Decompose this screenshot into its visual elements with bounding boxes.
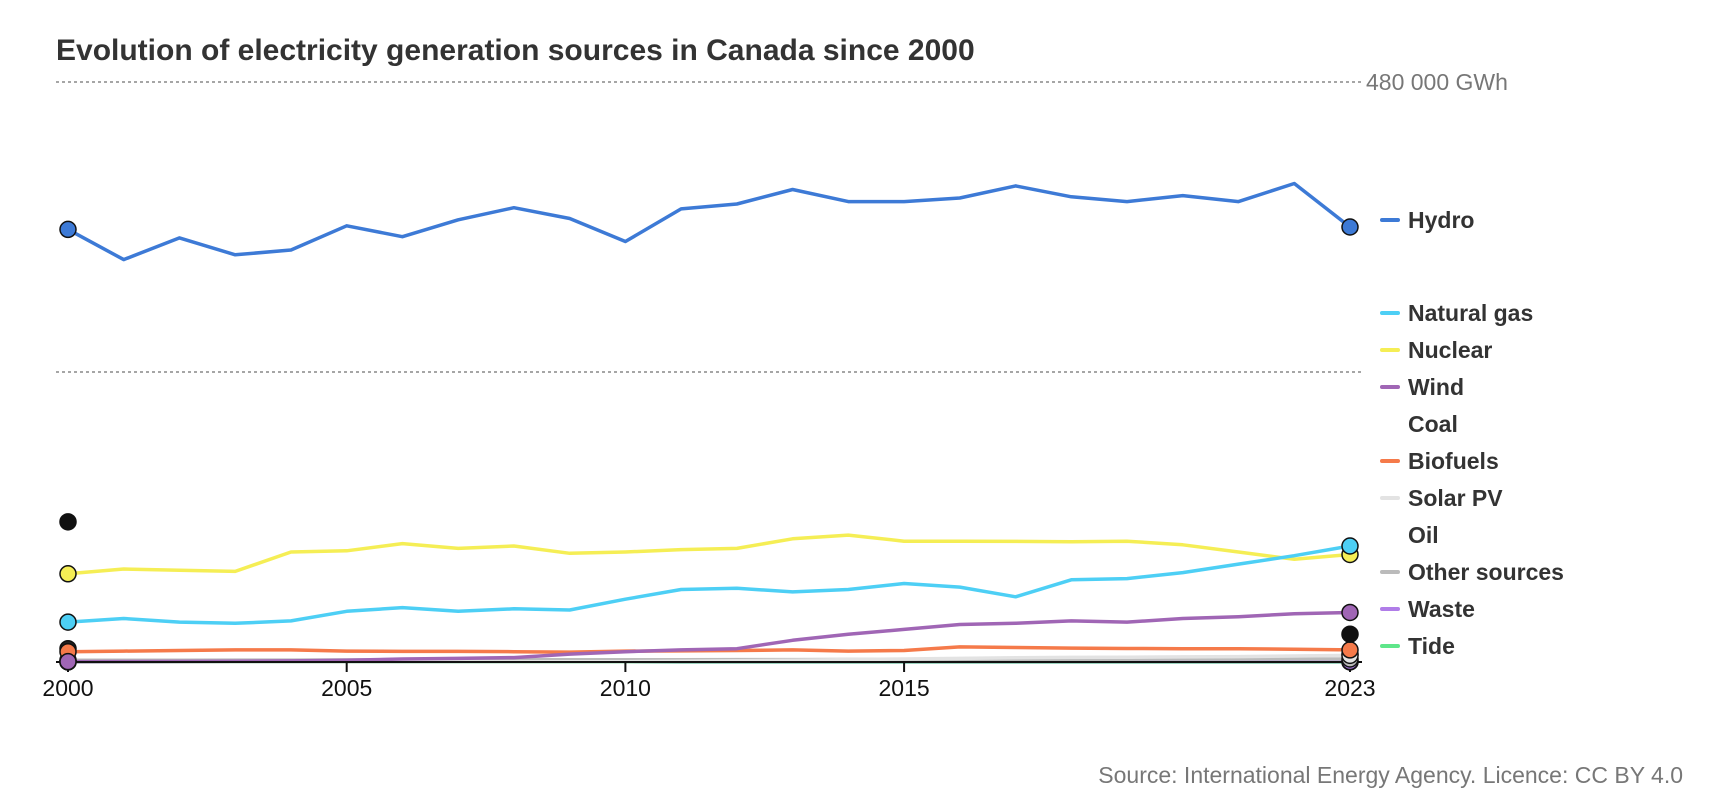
marker-nuclear-2000	[59, 565, 77, 583]
gridline-label: 480 000 GWh	[1366, 69, 1508, 95]
marker-hydro-2023	[1341, 218, 1359, 236]
marker-biofuels-2023	[1341, 641, 1359, 659]
legend-label-coal: Coal	[1408, 411, 1458, 437]
legend-label-waste: Waste	[1408, 596, 1475, 622]
marker-natural-gas-2023	[1341, 537, 1359, 555]
legend-label-wind: Wind	[1408, 374, 1464, 400]
legend: Hydro Natural gas Nuclear Wind Coal Biofuels S…	[1380, 207, 1564, 659]
x-tick-label-2010: 2010	[600, 675, 651, 701]
legend-label-solar-pv: Solar PV	[1408, 485, 1503, 511]
legend-label-tide: Tide	[1408, 633, 1455, 659]
marker-hydro-2000	[59, 220, 77, 239]
x-tick-label-2023: 2023	[1324, 675, 1375, 701]
legend-label-oil: Oil	[1408, 522, 1439, 548]
source-note: Source: International Energy Agency. Lic…	[1098, 762, 1683, 788]
marker-natural-gas-2000	[59, 613, 77, 631]
series-line-hydro	[66, 181, 1352, 262]
x-tick-label-2015: 2015	[879, 675, 930, 701]
marker-coal-2023	[1341, 625, 1359, 643]
legend-label-hydro: Hydro	[1408, 207, 1474, 233]
chart-title: Evolution of electricity generation sour…	[56, 34, 975, 67]
marker-coal-2000	[59, 513, 77, 531]
x-tick-label-2005: 2005	[321, 675, 372, 701]
marker-wind-2000	[59, 652, 77, 671]
series-markers	[59, 218, 1359, 671]
x-axis: 2000 2005 2010 2015 2023	[42, 661, 1376, 701]
marker-wind-2023	[1341, 603, 1359, 622]
series-line-nuclear	[66, 533, 1352, 576]
legend-label-natural-gas: Natural gas	[1408, 300, 1533, 326]
x-tick-label-2000: 2000	[42, 675, 93, 701]
gridlines: 480 000 GWh	[56, 69, 1508, 373]
series-line-wind	[66, 610, 1352, 664]
legend-label-other-sources: Other sources	[1408, 559, 1564, 585]
series-line-natural-gas	[66, 544, 1352, 626]
legend-label-biofuels: Biofuels	[1408, 448, 1499, 474]
series-lines	[66, 181, 1352, 664]
series-line-coal	[68, 522, 1350, 634]
legend-label-nuclear: Nuclear	[1408, 337, 1492, 363]
